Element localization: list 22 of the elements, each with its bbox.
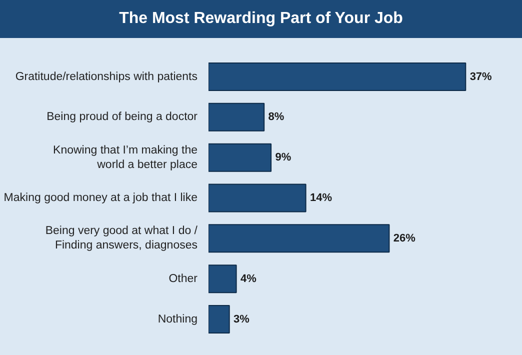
bar (208, 143, 272, 172)
data-label: 3% (234, 313, 250, 326)
y-tick-label: Other (168, 272, 198, 285)
bar (208, 184, 306, 212)
bar (208, 224, 390, 253)
bar (208, 62, 466, 91)
bar (208, 102, 265, 132)
data-label: 9% (275, 152, 292, 164)
y-tick-label: Making good money at a job that I like (4, 192, 198, 204)
data-label: 14% (310, 192, 332, 204)
y-tick-label: Knowing that I’m making the world a better place (53, 144, 198, 171)
data-label: 37% (470, 70, 492, 83)
data-label: 8% (268, 111, 284, 124)
y-tick-label: Being very good at what I do / Finding answers, diagnoses (45, 225, 198, 252)
y-tick-label: Nothing (158, 313, 198, 326)
y-tick-label: Gratitude/relationships with patients (15, 70, 198, 83)
data-label: 4% (240, 272, 257, 285)
bar (208, 305, 230, 334)
chart-title: The Most Rewarding Part of Your Job (119, 9, 403, 29)
y-tick-label: Being proud of being a doctor (46, 111, 198, 124)
data-label: 26% (393, 232, 416, 244)
bar (208, 264, 237, 294)
